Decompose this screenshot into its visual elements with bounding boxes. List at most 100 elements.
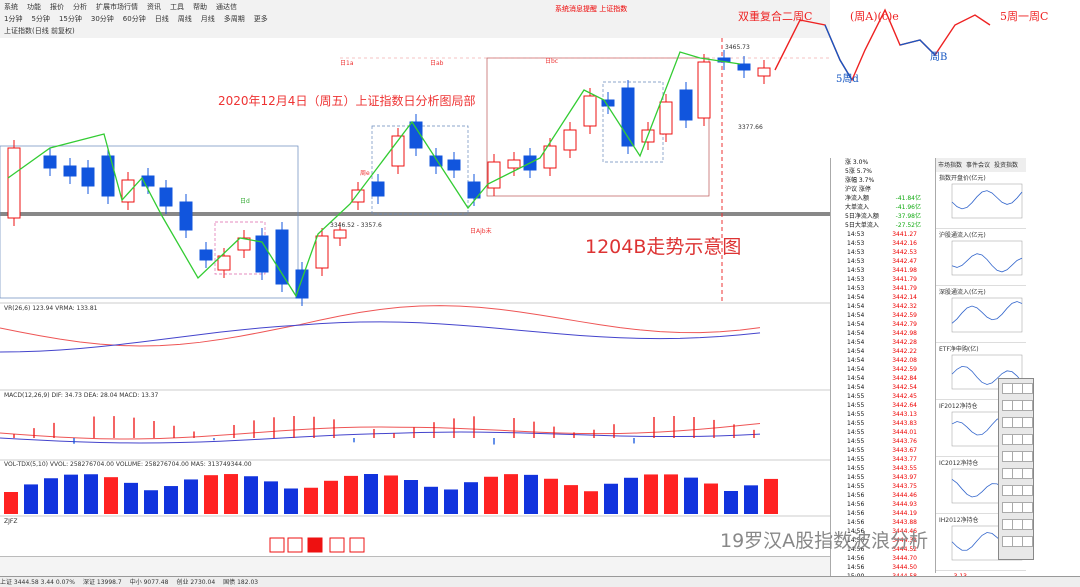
volume-bar (24, 484, 38, 514)
draw-tool[interactable] (1022, 417, 1033, 428)
indicator-tabs[interactable] (0, 556, 830, 577)
draw-tool[interactable] (1022, 536, 1033, 547)
hw-label-1: 双重复合二周C (738, 10, 813, 23)
period-item-8[interactable]: 多周期 (223, 15, 245, 23)
candle (333, 229, 347, 239)
status-item-3: 创业 2730.04 (176, 579, 216, 586)
draw-tool[interactable] (1022, 451, 1033, 462)
volume-bar (744, 485, 758, 514)
period-item-3[interactable]: 30分钟 (90, 15, 114, 23)
candle (487, 161, 501, 189)
volume-bar (384, 475, 398, 514)
volume-bar (584, 491, 598, 514)
menu-item-6[interactable]: 工具 (170, 3, 184, 11)
zjfz-bar (287, 537, 303, 553)
mini-tab-1[interactable]: 事件会议 (966, 162, 991, 169)
volume-bar (504, 474, 518, 514)
mini-chart: 沪股通流入(亿元) (936, 229, 1026, 286)
period-item-4[interactable]: 60分钟 (122, 15, 146, 23)
volume-bar (4, 492, 18, 514)
menu-item-4[interactable]: 扩展市场行情 (96, 3, 138, 11)
overlay-label: 1204B走势示意图 (585, 236, 742, 258)
low-label: 3346.52 - 3357.6 (330, 222, 382, 229)
candle (217, 255, 231, 271)
candle (237, 237, 251, 251)
menu-row-main[interactable]: 系统 功能 报价 分析 扩展市场行情 资讯 工具 帮助 通达信 (4, 2, 246, 14)
period-item-1[interactable]: 5分钟 (31, 15, 50, 23)
candle (101, 155, 115, 197)
mini-chart: 深股通流入(亿元) (936, 286, 1026, 343)
candle (429, 155, 443, 167)
volume-bar (244, 476, 258, 514)
draw-tool[interactable] (1022, 502, 1033, 513)
menu-item-8[interactable]: 通达信 (216, 3, 237, 11)
draw-tool[interactable] (1022, 519, 1033, 530)
draw-tool[interactable] (1022, 485, 1033, 496)
period-item-6[interactable]: 周线 (177, 15, 192, 23)
status-item-4: 国债 182.03 (223, 579, 259, 586)
info-row: 涨幅 3.7% (845, 177, 875, 184)
candle (159, 187, 173, 207)
candle (507, 159, 521, 169)
mini-chart-title: 深股通流入(亿元) (939, 289, 986, 296)
mini-tab-0[interactable]: 市场指数 (938, 162, 963, 169)
mini-chart-title: IH2012净持仓 (939, 517, 979, 524)
candle (563, 129, 577, 151)
draw-tool[interactable] (1022, 434, 1033, 445)
hw-label-2: (周A)(c)e (850, 10, 899, 23)
volume-bar (364, 474, 378, 514)
annotation-4: 日d (240, 198, 250, 205)
volume-bar (344, 475, 358, 514)
menu-item-1[interactable]: 功能 (27, 3, 41, 11)
info-row: 沪议 涨停 (845, 186, 871, 193)
menu-bar: 系统 功能 报价 分析 扩展市场行情 资讯 工具 帮助 通达信 1分钟 5分钟 15分钟 30分钟 60… (0, 0, 830, 39)
candle (63, 165, 77, 177)
chart-caption: 上证指数(日线 前复权) (4, 27, 75, 35)
volume-bar (564, 485, 578, 514)
zjfz-bar (329, 537, 345, 553)
volume-bar (104, 477, 118, 514)
volume-bar (524, 474, 538, 514)
candle (543, 145, 557, 169)
volume-bar (124, 482, 138, 514)
candle (447, 159, 461, 171)
status-item-1: 深证 13998.7 (82, 579, 122, 586)
volume-bar (64, 474, 78, 514)
drawing-toolbox[interactable] (998, 378, 1034, 560)
candle (275, 229, 289, 285)
period-row[interactable]: 1分钟 5分钟 15分钟 30分钟 60分钟 日线 周线 月线 多周期 更多 (4, 14, 277, 26)
menu-item-7[interactable]: 帮助 (193, 3, 207, 11)
period-item-5[interactable]: 日线 (154, 15, 169, 23)
volume-bar (684, 477, 698, 514)
period-item-7[interactable]: 月线 (200, 15, 215, 23)
period-item-0[interactable]: 1分钟 (4, 15, 23, 23)
volume-bar (304, 487, 318, 514)
info-row: 5涨 5.7% (845, 168, 872, 175)
status-bar: 上证 3444.58 3.44 0.07% 深证 13998.7 中小 9077.4… (0, 576, 1080, 587)
kline-chart[interactable] (0, 38, 830, 578)
mini-tab-2[interactable]: 投资指数 (994, 162, 1019, 169)
candle (81, 167, 95, 187)
candle (409, 121, 423, 149)
menu-item-5[interactable]: 资讯 (147, 3, 161, 11)
menu-item-2[interactable]: 报价 (50, 3, 64, 11)
menu-item-0[interactable]: 系统 (4, 3, 18, 11)
menu-item-3[interactable]: 分析 (73, 3, 87, 11)
candle (351, 189, 365, 203)
period-item-9[interactable]: 更多 (253, 15, 268, 23)
volume-bar (544, 478, 558, 514)
mini-chart: ETF净申购(亿) (936, 343, 1026, 400)
draw-tool[interactable] (1022, 400, 1033, 411)
volume-bar (224, 474, 238, 514)
draw-tool[interactable] (1022, 383, 1033, 394)
volume-bar (184, 479, 198, 514)
volume-bar (704, 483, 718, 514)
draw-tool[interactable] (1022, 468, 1033, 479)
period-item-2[interactable]: 15分钟 (58, 15, 82, 23)
candle (583, 95, 597, 127)
zjfz-bar (307, 537, 323, 553)
volume-bar (464, 482, 478, 514)
alert-text[interactable]: 系统消息提醒 上证指数 (555, 5, 628, 13)
volume-bar (284, 488, 298, 514)
volume-bar (44, 478, 58, 514)
